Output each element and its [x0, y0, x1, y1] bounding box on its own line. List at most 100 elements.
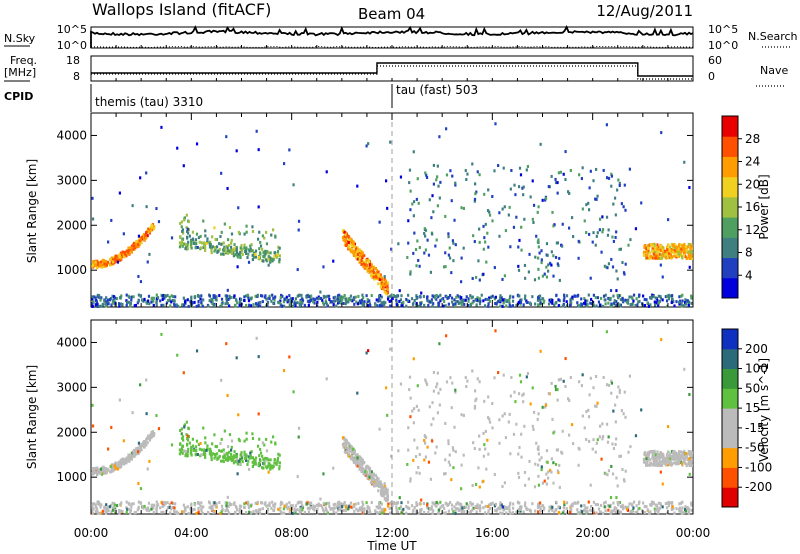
- power-cell: [672, 300, 675, 304]
- power-cell: [252, 255, 255, 259]
- power-cell: [557, 264, 560, 268]
- velocity-cell: [138, 450, 141, 454]
- velocity-cell: [437, 391, 440, 395]
- power-cell: [649, 303, 652, 307]
- power-cell: [679, 250, 682, 254]
- power-cell: [659, 244, 663, 248]
- velocity-cell: [682, 460, 686, 464]
- velocity-cell: [277, 452, 280, 456]
- velocity-cell: [563, 500, 566, 504]
- velocity-cell: [690, 454, 693, 458]
- power-cell: [192, 241, 195, 245]
- power-cell: [588, 232, 591, 236]
- power-cell: [688, 185, 691, 189]
- power-cell: [662, 254, 665, 258]
- power-cell: [451, 174, 454, 178]
- velocity-cell: [361, 458, 364, 462]
- velocity-cell: [464, 376, 467, 380]
- velocity-cell: [269, 458, 272, 462]
- power-cell: [680, 304, 683, 308]
- power-cell: [660, 253, 663, 257]
- power-cell: [524, 294, 527, 298]
- power-cell: [360, 301, 363, 305]
- velocity-cell: [655, 457, 658, 461]
- velocity-cell: [350, 445, 353, 449]
- velocity-colorbar-swatch: [722, 427, 738, 449]
- power-cell: [347, 245, 351, 249]
- power-cell: [674, 246, 677, 250]
- power-cell: [494, 301, 497, 305]
- velocity-cell: [552, 461, 555, 465]
- velocity-cell: [587, 408, 590, 412]
- velocity-cell: [667, 457, 670, 461]
- power-cell: [150, 224, 153, 228]
- power-cell: [137, 293, 140, 297]
- power-cell: [673, 250, 677, 254]
- power-cell: [210, 251, 213, 255]
- power-cell: [582, 301, 586, 305]
- power-cell: [657, 304, 660, 308]
- power-cell: [112, 260, 115, 264]
- velocity-cell: [389, 501, 392, 505]
- power-colorbar-swatch: [722, 156, 738, 178]
- power-cell: [326, 294, 329, 298]
- velocity-cell: [251, 436, 255, 440]
- power-cell: [410, 297, 414, 301]
- power-cell: [366, 304, 370, 308]
- velocity-cell: [583, 426, 586, 430]
- velocity-cell: [204, 436, 207, 440]
- velocity-cell: [424, 455, 428, 459]
- velocity-cell: [577, 511, 580, 515]
- velocity-cell: [162, 510, 165, 514]
- velocity-cell: [675, 460, 678, 464]
- power-cell: [638, 293, 641, 297]
- power-cell: [364, 263, 367, 267]
- power-cell: [664, 295, 667, 299]
- power-cell: [372, 270, 376, 274]
- power-cell: [344, 233, 347, 237]
- power-cell: [238, 300, 241, 304]
- velocity-cell: [278, 461, 281, 465]
- velocity-cell: [247, 459, 250, 463]
- velocity-cell: [104, 508, 107, 512]
- power-cell: [375, 275, 378, 279]
- power-cell: [375, 298, 378, 302]
- velocity-cell: [675, 452, 679, 456]
- power-cell: [145, 230, 148, 234]
- velocity-cell: [406, 506, 409, 510]
- power-cell: [418, 294, 422, 298]
- velocity-cell: [325, 509, 328, 513]
- power-cell: [432, 182, 436, 186]
- velocity-cell: [370, 470, 373, 474]
- power-cell: [188, 234, 191, 238]
- power-cell: [246, 256, 249, 260]
- velocity-cell: [179, 428, 182, 432]
- velocity-cell: [180, 510, 184, 514]
- power-cell: [454, 243, 457, 247]
- power-cell: [654, 296, 657, 300]
- power-cell: [569, 297, 573, 301]
- power-cell: [223, 222, 226, 226]
- velocity-cell: [223, 454, 227, 458]
- velocity-cell: [500, 503, 503, 507]
- velocity-cell: [501, 484, 504, 488]
- power-cell: [551, 210, 554, 214]
- velocity-cell: [190, 502, 193, 506]
- power-cell: [482, 272, 485, 276]
- velocity-cell: [657, 501, 660, 505]
- power-cell: [511, 299, 515, 303]
- velocity-cell: [156, 503, 160, 507]
- velocity-cell: [381, 511, 384, 515]
- power-cell: [226, 251, 229, 255]
- power-cell: [249, 297, 253, 301]
- velocity-cell: [105, 470, 109, 474]
- velocity-cell: [271, 435, 275, 439]
- velocity-cell: [185, 420, 188, 424]
- power-cell: [120, 253, 123, 257]
- power-cell: [678, 300, 681, 304]
- power-cell: [282, 162, 286, 166]
- velocity-cell: [369, 481, 373, 485]
- velocity-cell: [503, 505, 506, 509]
- power-cell: [152, 299, 155, 303]
- power-cell: [464, 169, 467, 173]
